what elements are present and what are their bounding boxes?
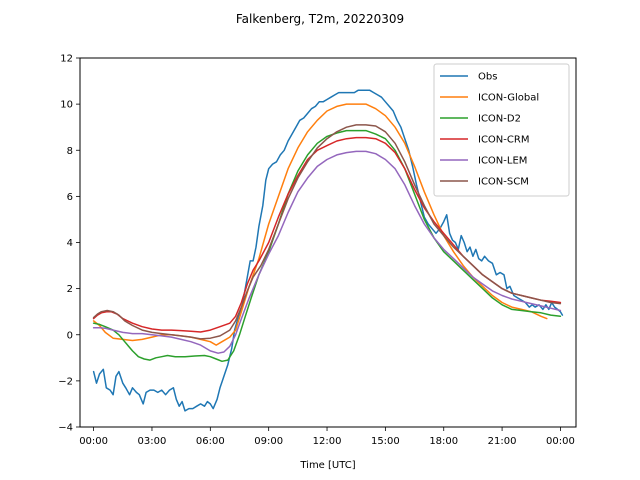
series-line-obs [92,89,564,412]
y-tick-label: 0 [67,330,73,341]
y-tick-label: 10 [60,100,73,111]
x-tick-label: 15:00 [371,436,400,447]
legend-label-obs: Obs [478,72,497,83]
x-tick-label: 00:00 [546,436,575,447]
legend-label-icon-lem: ICON-LEM [478,156,527,167]
x-axis-title: Time [UTC] [299,460,355,471]
x-tick-label: 09:00 [254,436,283,447]
y-tick-label: 8 [67,146,73,157]
y-axis: −4 −2 0 2 4 6 8 10 12 [58,54,80,434]
x-axis: 00:00 03:00 06:00 09:00 12:00 15:00 18:00 21:00… [79,427,575,447]
x-tick-label: 21:00 [488,436,517,447]
x-tick-label: 12:00 [313,436,342,447]
y-tick-label: 6 [67,192,73,203]
y-tick-label: −4 [58,423,73,434]
series-line-icon-lem [92,150,562,354]
y-tick-label: 2 [67,284,73,295]
chart-title: Falkenberg, T2m, 20220309 [236,12,404,26]
y-tick-label: −2 [58,376,73,387]
y-tick-label: 12 [60,54,73,65]
legend-label-icon-global: ICON-Global [478,93,539,104]
y-tick-label: 4 [67,238,73,249]
plot-frame [79,57,577,428]
legend-label-icon-crm: ICON-CRM [478,135,529,146]
x-tick-label: 06:00 [196,436,225,447]
plot-lines [92,89,564,412]
legend: Obs ICON-Global ICON-D2 ICON-CRM ICON-LEM ICO… [433,63,570,197]
x-tick-label: 18:00 [429,436,458,447]
legend-label-icon-d2: ICON-D2 [478,114,521,125]
x-tick-label: 03:00 [138,436,167,447]
series-line-icon-scm [92,124,562,340]
legend-label-icon-scm: ICON-SCM [478,177,529,188]
x-tick-label: 00:00 [79,436,108,447]
